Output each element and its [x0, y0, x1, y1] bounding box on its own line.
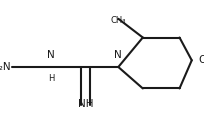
Text: H₂N: H₂N	[0, 62, 10, 72]
Text: H: H	[48, 74, 54, 83]
Text: NH: NH	[78, 98, 93, 109]
Text: N: N	[47, 50, 55, 60]
Text: CH₃: CH₃	[111, 16, 126, 25]
Text: O: O	[198, 55, 204, 65]
Text: N: N	[114, 50, 122, 60]
